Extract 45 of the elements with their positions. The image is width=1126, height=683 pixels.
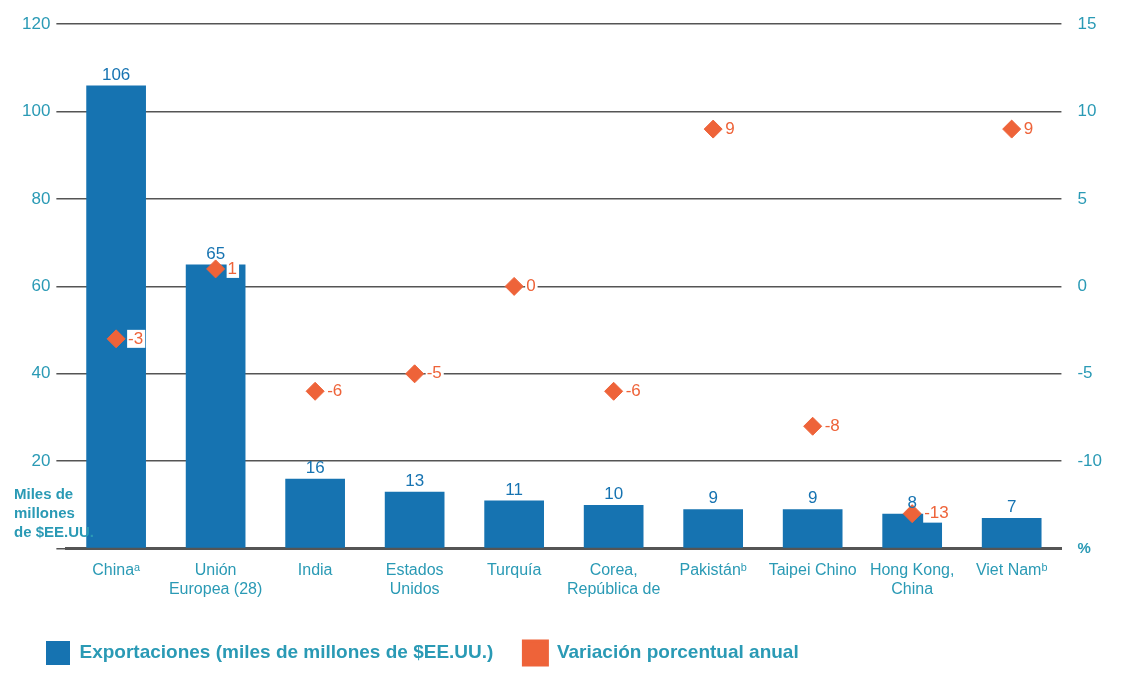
data-label: -13 [924, 503, 949, 523]
data-label: 13 [405, 470, 425, 490]
data-label: 9 [807, 488, 818, 508]
x-tick-label: Chinaᵃ [92, 560, 142, 578]
x-tick-label: Corea, República de [566, 560, 661, 597]
data-label: 65 [206, 243, 226, 263]
x-tick-label: Estados Unidos [385, 560, 444, 597]
data-label: 9 [725, 118, 735, 138]
y-tick-label: 40 [31, 363, 51, 383]
y2-tick-label: 5 [1077, 188, 1087, 208]
data-label: -6 [625, 380, 641, 400]
y2-axis-title: % [1077, 538, 1091, 556]
x-tick-label: Unión Europea (28) [168, 560, 263, 597]
data-label: -5 [426, 363, 442, 383]
data-label: 8 [907, 492, 917, 512]
y2-tick-label: -10 [1077, 450, 1103, 470]
data-label: 9 [1023, 118, 1034, 138]
data-label: 11 [505, 479, 523, 499]
x-tick-label: Hong Kong, China [869, 560, 955, 597]
data-label: 0 [526, 276, 536, 296]
data-label: 16 [305, 457, 325, 477]
y-tick-label: 60 [31, 276, 51, 296]
data-label: -8 [824, 415, 840, 435]
y-tick-label: 120 [21, 13, 51, 33]
data-label: -3 [128, 328, 144, 348]
legend-label: Exportaciones (miles de millones de $EE.UU.) [79, 641, 494, 663]
data-label: 106 [101, 64, 131, 84]
x-tick-label: Viet Namᵇ [975, 560, 1048, 578]
x-tick-label: Pakistánᵇ [679, 560, 747, 578]
x-tick-label: Turquía [486, 560, 542, 578]
y2-tick-label: -5 [1077, 363, 1093, 383]
y-tick-label: 20 [31, 450, 51, 470]
legend-label: Variación porcentual anual [556, 641, 799, 663]
y-tick-label: 80 [31, 188, 51, 208]
x-tick-label: Taipei Chino [768, 560, 857, 578]
data-label: -6 [327, 380, 343, 400]
data-label: 7 [1006, 497, 1017, 517]
y2-tick-label: 15 [1077, 13, 1097, 33]
y2-tick-label: 10 [1077, 101, 1097, 121]
data-label: 1 [227, 258, 238, 278]
y2-tick-label: 0 [1077, 276, 1087, 296]
x-tick-label: India [297, 560, 333, 578]
y-tick-label: 100 [21, 101, 51, 121]
data-label: 9 [708, 488, 718, 508]
data-label: 10 [604, 484, 624, 504]
